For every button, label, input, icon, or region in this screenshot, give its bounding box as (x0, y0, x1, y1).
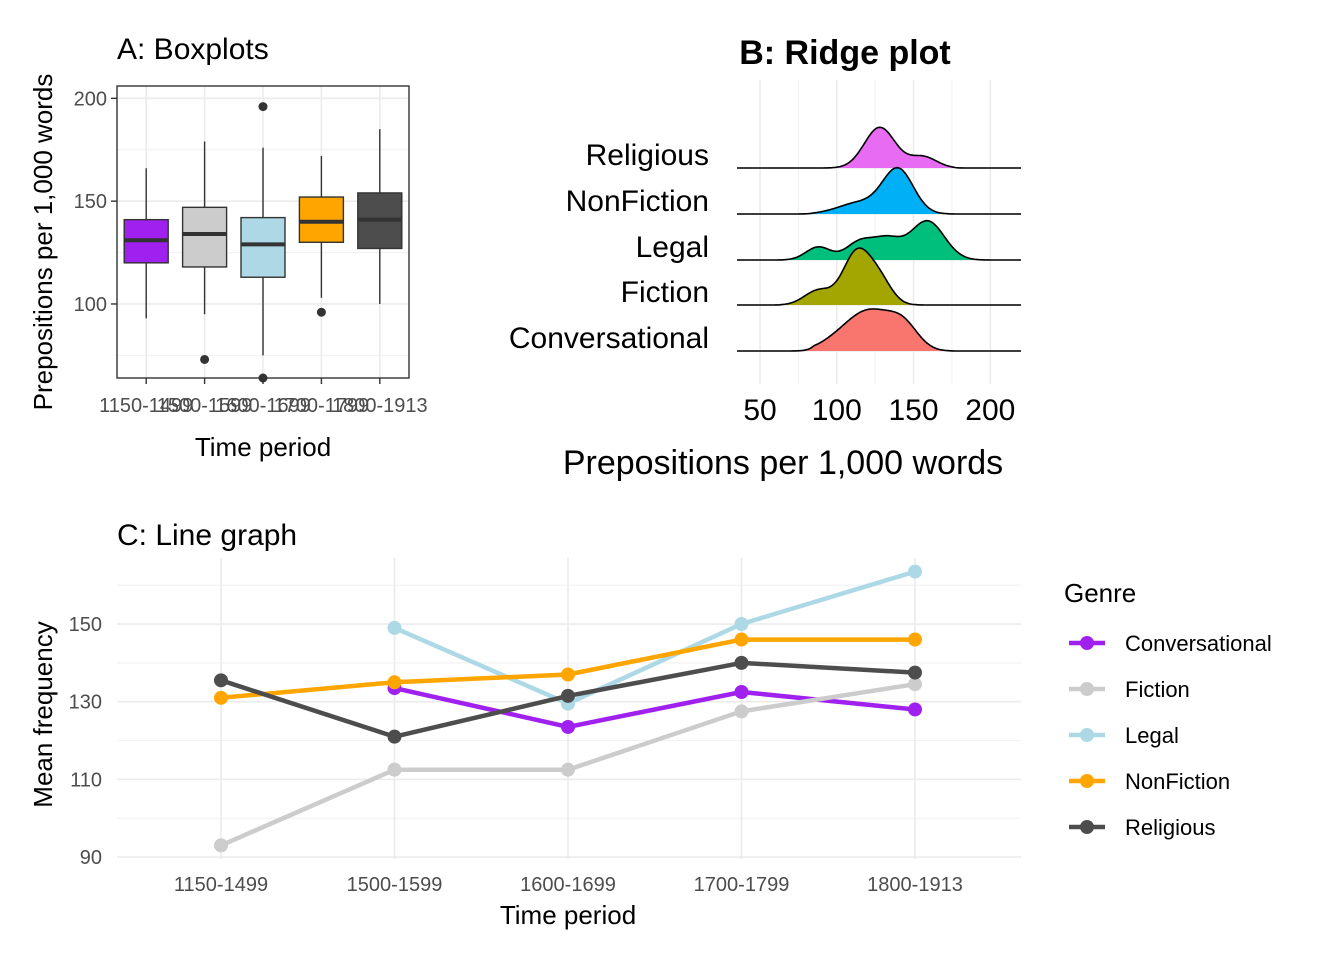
panel-a-title: A: Boxplots (117, 33, 269, 66)
panel-a-y-tick-label: 100 (74, 294, 107, 316)
panel-c-x-axis-title: Time period (500, 900, 636, 930)
ridge-area-conversational (737, 308, 1021, 351)
line-series-legal (393, 569, 916, 706)
box-1700-1799 (298, 196, 345, 243)
box-outlier-point (200, 354, 210, 364)
line-point-conversational (561, 719, 575, 734)
line-point-legal (734, 617, 749, 632)
panel-c-x-tick-label: 1500-1599 (347, 874, 443, 896)
legend-label-religious: Religious (1125, 815, 1216, 840)
panel-c-line-graph: C: Line graph 90 110 130 150 1150-1499 1500-1… (28, 519, 1272, 930)
line-point-religious (734, 655, 749, 670)
panel-a-x-axis-title: Time period (195, 432, 331, 462)
panel-b-x-tick-label: 150 (889, 394, 939, 427)
ridge-outline-nonfiction (737, 166, 1021, 215)
panel-b-title: B: Ridge plot (739, 34, 951, 72)
legend-key-point-religious (1080, 820, 1094, 834)
line-point-fiction (387, 762, 402, 777)
legend-key-point-legal (1080, 728, 1094, 742)
line-point-fiction (734, 704, 749, 719)
line-point-conversational (908, 702, 922, 717)
line-point-religious (387, 729, 402, 744)
panel-c-title: C: Line graph (117, 519, 297, 552)
box-1600-1699 (240, 216, 286, 278)
box-1500-1599 (181, 206, 228, 268)
ridge-area-nonfiction (737, 167, 1021, 214)
line-point-fiction (908, 677, 922, 692)
ridge-outline-conversational (737, 308, 1021, 352)
panel-a-boxplots: A: Boxplots 1001502001150-14991500-15991… (28, 33, 428, 462)
panel-a-y-tick-label: 150 (74, 191, 107, 213)
line-point-nonfiction (734, 632, 749, 647)
panel-a-y-axis-title: Prepositions per 1,000 words (28, 74, 58, 411)
legend: Genre Conversational Fiction Legal NonFictio… (1064, 578, 1272, 840)
ridge-area-legal (737, 220, 1021, 260)
ridge-outline-fiction (737, 247, 1021, 306)
panel-c-y-tick-label: 130 (69, 692, 102, 714)
legend-label-nonfiction: NonFiction (1125, 769, 1230, 794)
panel-c-y-tick-label: 110 (70, 769, 102, 791)
ridge-label-fiction: Fiction (621, 276, 709, 309)
line-point-conversational (734, 684, 749, 699)
panel-b-x-axis-title: Prepositions per 1,000 words (563, 444, 1003, 482)
line-point-fiction (214, 838, 228, 853)
panel-b-ridge-plot: B: Ridge plot Religious NonFiction Legal Fi… (509, 34, 1021, 482)
line-point-nonfiction (908, 632, 922, 647)
panel-b-x-tick-label: 50 (743, 394, 776, 427)
ridge-label-conversational: Conversational (509, 322, 709, 355)
panel-c-x-tick-label: 1150-1499 (174, 874, 268, 896)
legend-label-conversational: Conversational (1125, 631, 1272, 656)
legend-label-legal: Legal (1125, 723, 1179, 748)
ridge-area-fiction (737, 248, 1021, 305)
panel-c-y-axis-title: Mean frequency (28, 621, 58, 807)
ridge-outline-legal (737, 219, 1021, 261)
legend-key-point-nonfiction (1080, 774, 1094, 788)
line-point-legal (387, 620, 402, 635)
ridge-area-religious (737, 127, 1021, 168)
legend-key-point-conversational (1080, 636, 1094, 650)
legend-key-point-fiction (1080, 682, 1094, 696)
panel-c-x-tick-label: 1700-1799 (694, 874, 790, 896)
line-point-nonfiction (561, 667, 575, 682)
ridge-label-nonfiction: NonFiction (566, 185, 709, 218)
line-point-religious (908, 665, 922, 680)
line-point-religious (561, 688, 575, 703)
legend-label-fiction: Fiction (1125, 677, 1190, 702)
line-point-fiction (561, 762, 575, 777)
box-outlier-point (316, 307, 326, 317)
panel-c-x-tick-label: 1800-1913 (867, 874, 963, 896)
panel-b-x-tick-label: 100 (812, 394, 862, 427)
panel-a-x-tick-label: 1700-1799 (274, 395, 370, 417)
line-point-nonfiction (214, 690, 228, 705)
line-point-legal (908, 564, 922, 579)
line-point-nonfiction (387, 675, 402, 690)
line-point-religious (214, 673, 228, 688)
panel-a-x-tick-label: 1150-1499 (99, 395, 193, 417)
ridge-label-legal: Legal (636, 231, 709, 264)
panel-c-x-tick-label: 1600-1699 (520, 874, 616, 896)
line-series-conversational (394, 685, 916, 730)
panel-a-x-tick-label: 1600-1699 (215, 395, 311, 417)
ridge-label-religious: Religious (586, 139, 709, 172)
panel-a-x-tick-label: 1500-1599 (157, 395, 253, 417)
ridge-outline-religious (737, 126, 1021, 169)
panel-b-x-tick-label: 200 (965, 394, 1015, 427)
panel-c-y-tick-label: 90 (80, 847, 102, 869)
panel-a-y-tick-label: 200 (74, 88, 107, 110)
box-outlier-point (258, 102, 268, 112)
panel-a-x-tick-label: 1800-1913 (332, 395, 428, 417)
panel-c-y-tick-label: 150 (69, 614, 102, 636)
legend-title: Genre (1064, 578, 1136, 608)
